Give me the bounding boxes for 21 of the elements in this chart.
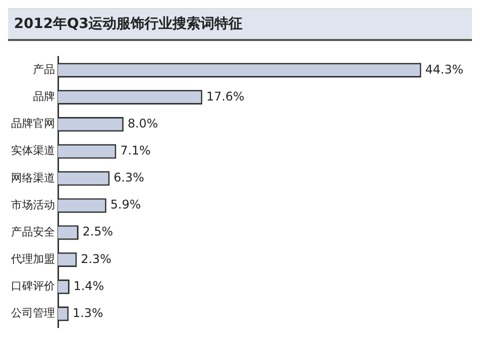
- y-tick-label: 产品: [33, 63, 55, 76]
- y-tick-label: 口碑评价: [11, 280, 55, 293]
- data-label: 1.3%: [72, 306, 104, 320]
- y-tick-label: 品牌官网: [11, 117, 55, 130]
- data-label: 6.3%: [114, 170, 144, 185]
- y-tick-label: 产品安全: [11, 225, 55, 238]
- y-tick-label: 代理加盟: [10, 252, 55, 266]
- data-label: 7.1%: [120, 144, 151, 158]
- data-label: 8.0%: [128, 116, 158, 130]
- y-tick-label: 网络渠道: [11, 171, 55, 184]
- data-label: 5.9%: [110, 198, 141, 212]
- data-label: 2.5%: [82, 224, 113, 239]
- data-label: 17.6%: [206, 89, 244, 104]
- y-tick-label: 公司管理: [11, 306, 55, 320]
- data-label: 44.3%: [425, 62, 464, 76]
- chart-title: 2012年Q3运动服饰行业搜索词特征: [8, 8, 472, 41]
- data-label: 2.3%: [80, 252, 112, 266]
- data-label: 1.4%: [73, 278, 104, 293]
- y-tick-label: 市场活动: [11, 198, 55, 212]
- y-tick-label: 品牌: [33, 90, 55, 104]
- y-tick-label: 实体渠道: [11, 144, 55, 158]
